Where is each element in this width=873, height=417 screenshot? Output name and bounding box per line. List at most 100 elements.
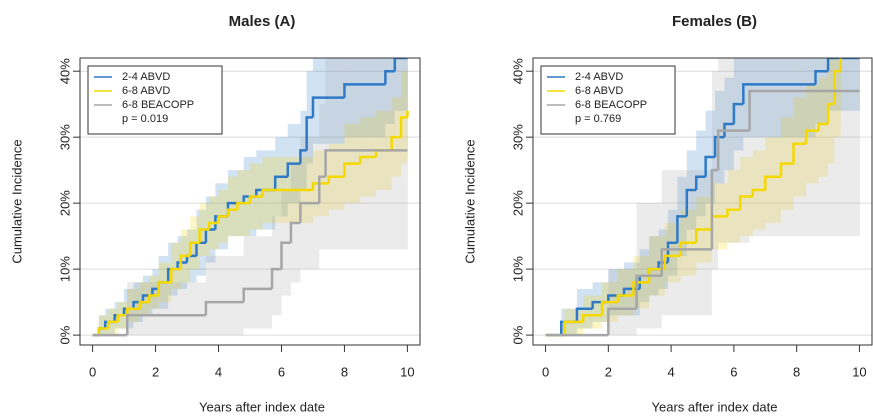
x-axis-label: Years after index date [652,399,778,414]
step-segment [97,327,109,336]
confidence-band [385,58,395,124]
confidence-band [818,77,829,177]
y-tick-label: 20% [57,190,72,216]
confidence-band [828,58,860,237]
step-segment [311,96,345,118]
step-segment [685,188,697,217]
step-segment [188,241,200,256]
step-segment [647,267,665,283]
confidence-band [98,315,106,336]
step-segment [299,149,307,164]
step-segment [179,254,191,270]
step-segment [676,215,687,243]
step-segment [116,314,128,322]
x-tick-label: 2 [152,364,159,379]
plot-area [545,58,860,337]
step-segment [660,248,712,276]
confidence-band [608,269,625,316]
confidence-band [243,236,273,329]
step-segment [607,307,637,336]
step-segment [324,149,405,177]
step-segment [170,267,181,283]
confidence-band [765,137,781,223]
legend: 2-4 ABVD 6-8 ABVD 6-8 BEACOPP p = 0.769 [540,65,676,135]
y-tick-label: 0% [57,325,72,344]
confidence-band [583,295,603,329]
step-segment [723,122,734,138]
confidence-band [806,84,819,184]
confidence-band [727,170,741,243]
y-tick-label: 10% [510,256,525,282]
confidence-band [344,58,386,138]
confidence-band [749,58,829,237]
step-segment [236,201,250,210]
step-segment [748,89,829,131]
x-tick-label: 6 [730,364,737,379]
confidence-band [325,58,405,250]
y-axis-label: Cumulative Incidence [462,139,477,263]
confidence-band [272,216,282,316]
step-segment [176,261,188,270]
y-tick-label: 30% [510,124,525,150]
x-tick-label: 8 [793,364,800,379]
step-segment [751,188,766,197]
chart-title: Males (A) [229,13,296,30]
step-segment [833,69,841,105]
step-segment [679,241,697,256]
step-segment [204,300,244,316]
step-segment [814,69,829,85]
step-segment [732,102,744,124]
step-segment [694,175,706,190]
step-segment [343,162,361,177]
panel: Males (A) Years after index date Cumulativ… [9,13,421,414]
step-segment [125,314,206,336]
step-segment [738,195,753,210]
confidence-band [696,130,706,217]
y-tick-label: 20% [510,190,525,216]
x-tick-label: 2 [605,364,612,379]
step-segment [817,122,829,131]
x-tick-label: 4 [215,364,222,379]
step-segment [804,129,819,144]
step-segment [635,274,662,309]
step-segment [273,175,288,190]
step-segment [289,221,301,243]
step-segment [305,116,313,151]
confidence-band [407,58,408,111]
step-segment [157,281,172,296]
step-segment [826,102,835,124]
confidence-band [171,242,181,289]
step-segment [616,294,634,303]
x-tick-label: 6 [278,364,285,379]
step-segment [261,188,298,197]
step-segment [151,287,159,296]
step-segment [704,155,716,177]
x-tick-label: 10 [852,364,866,379]
step-segment [207,221,219,230]
x-tick-label: 0 [89,364,96,379]
step-segment [148,294,159,303]
legend-label: 6-8 BEACOPP [575,99,647,111]
confidence-band [98,315,109,336]
step-segment [779,162,794,177]
step-segment [600,300,618,316]
legend-label: 2-4 ABVD [575,71,623,83]
step-segment [217,215,228,223]
step-segment [280,241,291,270]
step-segment [713,135,725,157]
confidence-band [407,58,408,250]
y-tick-label: 30% [57,124,72,150]
confidence-band [718,58,750,243]
confidence-band [859,58,860,237]
step-segment [663,254,681,270]
y-tick-label: 10% [57,256,72,282]
step-segment [764,175,781,190]
step-segment [327,175,345,184]
step-segment [198,228,210,243]
legend-label: 6-8 ABVD [122,85,170,97]
confidence-band [149,275,159,309]
legend: 2-4 ABVD 6-8 ABVD 6-8 BEACOPP p = 0.019 [87,65,223,135]
step-segment [286,162,301,177]
confidence-band [802,58,816,138]
